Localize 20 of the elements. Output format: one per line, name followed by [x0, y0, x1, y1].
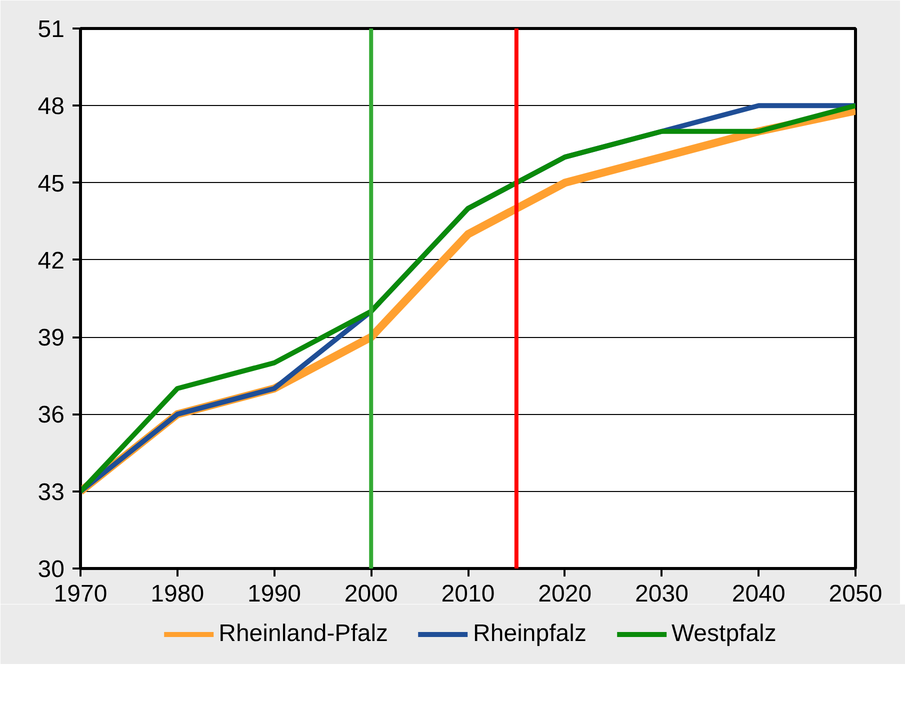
x-tick-label: 2000 — [344, 580, 398, 608]
y-tick-label: 36 — [38, 402, 65, 429]
y-tick-label: 42 — [38, 247, 65, 274]
y-tick-label: 39 — [38, 324, 65, 352]
y-tick-label: 48 — [38, 93, 65, 120]
y-tick-label: 33 — [38, 478, 65, 506]
y-tick-label: 51 — [38, 16, 65, 43]
legend-label: Rheinland-Pfalz — [218, 620, 388, 648]
x-tick-label: 2050 — [828, 580, 882, 608]
y-tick-label: 45 — [38, 170, 65, 198]
x-tick-label: 1970 — [54, 580, 108, 608]
x-tick-label: 2030 — [635, 580, 688, 608]
legend-label: Westpfalz — [671, 620, 776, 648]
x-tick-label: 1990 — [248, 580, 301, 608]
legend-label: Rheinpfalz — [473, 620, 586, 648]
x-tick-label: 2010 — [441, 580, 495, 608]
x-tick-label: 2020 — [538, 580, 592, 608]
y-tick-label: 30 — [38, 556, 65, 583]
x-tick-label: 2040 — [732, 580, 786, 608]
x-tick-label: 1980 — [150, 580, 204, 608]
